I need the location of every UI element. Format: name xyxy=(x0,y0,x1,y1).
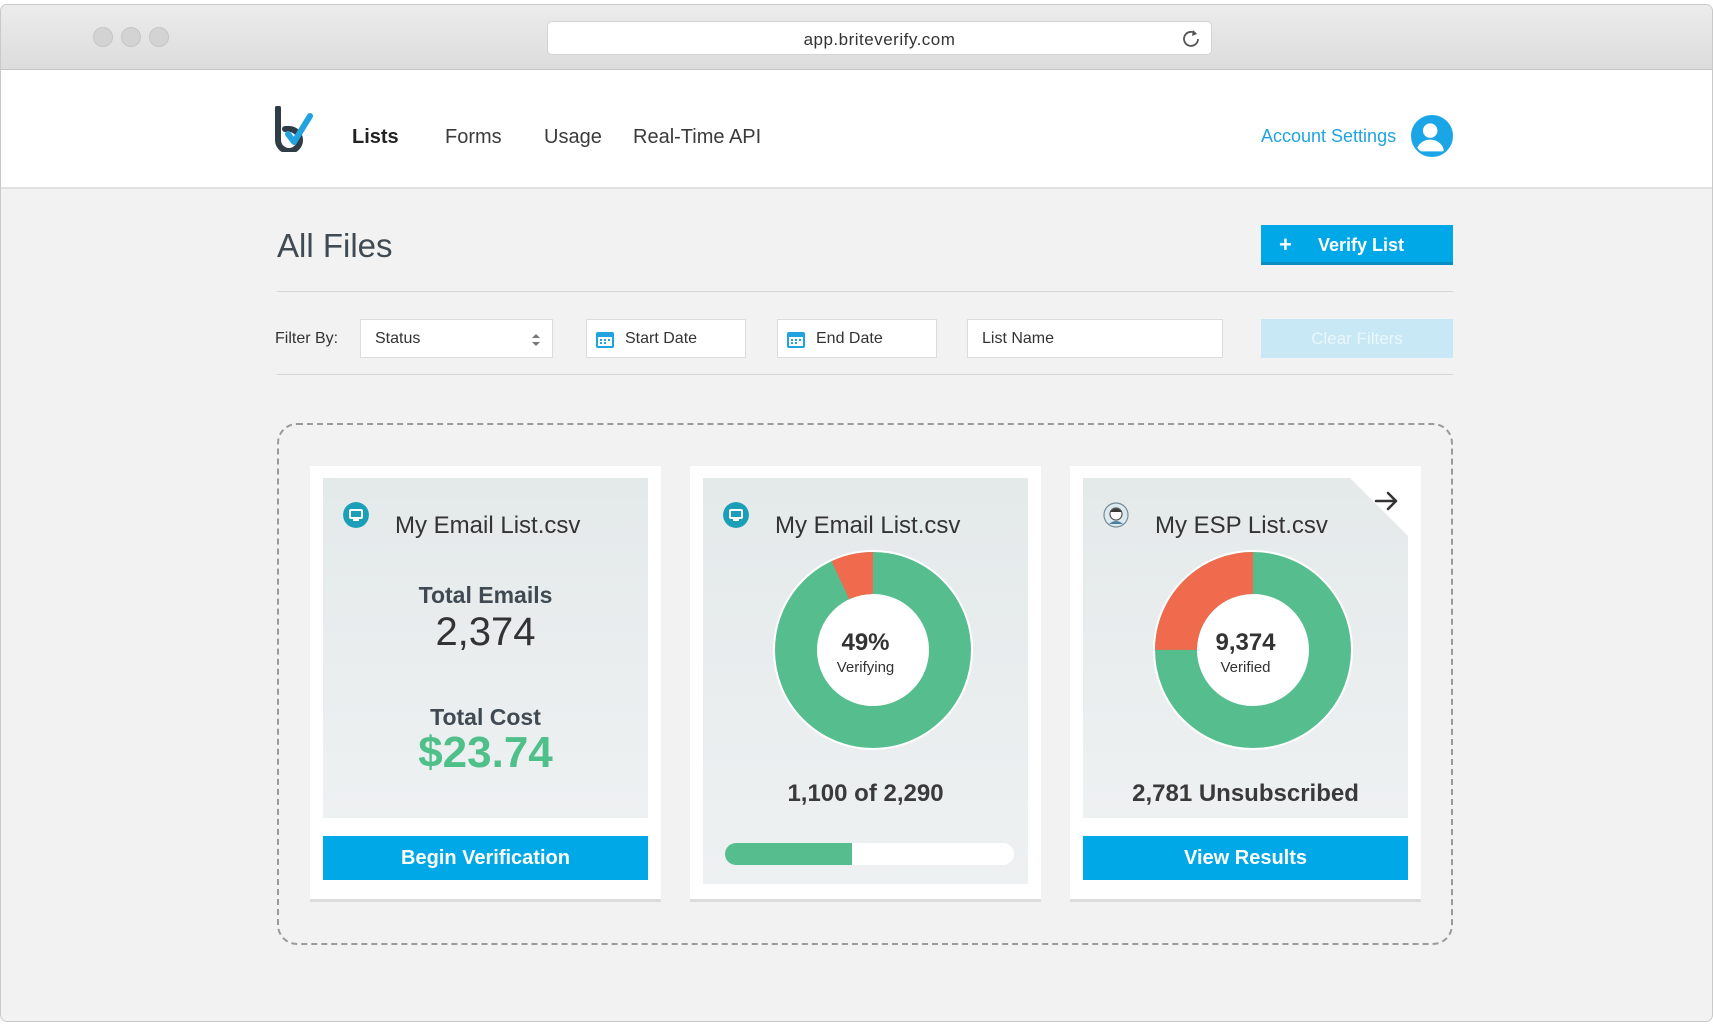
plus-icon: + xyxy=(1279,232,1292,257)
end-date-placeholder: End Date xyxy=(816,330,883,347)
page-title: All Files xyxy=(277,227,393,264)
list-card-pending: My Email List.csv Total Emails 2,374 Tot… xyxy=(310,466,661,899)
donut-remaining-segment xyxy=(775,552,971,748)
list-card-verifying: My Email List.csv 49% Verifying 1,100 of… xyxy=(690,466,1041,899)
start-date-placeholder: Start Date xyxy=(625,330,698,347)
browser-chrome: app.briteverify.com xyxy=(1,5,1712,70)
list-name-placeholder: List Name xyxy=(982,330,1055,347)
status-text: Verifying xyxy=(836,659,895,676)
status-select[interactable]: Status xyxy=(360,319,553,358)
window-minimize-dot[interactable] xyxy=(121,27,141,47)
total-emails-value: 2,374 xyxy=(435,610,536,654)
status-text: Verified xyxy=(1220,659,1271,676)
select-updown-icon xyxy=(532,334,540,346)
arrow-right-icon[interactable] xyxy=(1374,490,1400,512)
count-value: 9,374 xyxy=(1215,629,1276,656)
top-navigation: Lists Forms Usage Real-Time API Account … xyxy=(1,70,1712,189)
list-card-verified: My ESP List.csv 9,374 Verified 2,781 Uns… xyxy=(1070,466,1421,899)
nav-forms[interactable]: Forms xyxy=(445,126,502,148)
end-date-field[interactable]: End Date xyxy=(777,319,937,358)
donut-unsubscribed-segment xyxy=(1155,552,1351,748)
monitor-icon xyxy=(723,502,749,528)
divider xyxy=(277,291,1453,292)
donut-status: Verified xyxy=(1083,659,1408,677)
progress-count: 1,100 of 2,290 xyxy=(787,780,944,807)
nav-lists[interactable]: Lists xyxy=(352,126,399,148)
window-zoom-dot[interactable] xyxy=(149,27,169,47)
start-date-field[interactable]: Start Date xyxy=(586,319,746,358)
view-results-button[interactable]: View Results xyxy=(1083,836,1408,880)
total-emails-label: Total Emails xyxy=(418,582,553,608)
card-title: My Email List.csv xyxy=(775,512,961,539)
corner-fold xyxy=(1350,478,1408,536)
monitor-icon xyxy=(343,502,369,528)
briteverify-logo-icon[interactable] xyxy=(274,106,314,152)
status-select-value: Status xyxy=(375,330,421,347)
calendar-icon xyxy=(596,332,614,348)
user-avatar-icon[interactable] xyxy=(1411,115,1453,157)
card-panel: My Email List.csv 49% Verifying 1,100 of… xyxy=(703,478,1028,884)
url-text: app.briteverify.com xyxy=(803,30,956,49)
progress-fill xyxy=(725,843,853,865)
verification-progress-bar xyxy=(725,843,1014,865)
card-title: My Email List.csv xyxy=(395,512,581,539)
nav-real-time-api[interactable]: Real-Time API xyxy=(633,126,762,148)
verify-list-button[interactable]: + Verify List xyxy=(1261,225,1453,265)
unsubscribed-count: 2,781 Unsubscribed xyxy=(1132,780,1359,807)
divider xyxy=(277,374,1453,375)
browser-window: app.briteverify.com Lists Forms Usage Re… xyxy=(0,4,1713,1022)
filter-label: Filter By: xyxy=(275,330,339,347)
total-cost-label: Total Cost xyxy=(430,704,541,730)
card-panel: My Email List.csv Total Emails 2,374 Tot… xyxy=(323,478,648,818)
address-bar[interactable]: app.briteverify.com xyxy=(547,21,1212,55)
clear-filters-button[interactable]: Clear Filters xyxy=(1261,319,1453,358)
begin-verification-button[interactable]: Begin Verification xyxy=(323,836,648,880)
donut-count: 9,374 xyxy=(1083,629,1408,657)
file-drop-zone[interactable] xyxy=(277,423,1453,945)
card-title: My ESP List.csv xyxy=(1155,512,1328,539)
reload-icon[interactable] xyxy=(1181,28,1201,48)
total-cost-value: $23.74 xyxy=(418,728,553,777)
nav-usage[interactable]: Usage xyxy=(544,126,602,148)
verified-donut-chart xyxy=(1153,550,1353,750)
donut-percent: 49% xyxy=(703,629,1028,657)
verify-list-label: Verify List xyxy=(1318,235,1405,255)
calendar-icon xyxy=(787,332,805,348)
card-panel: My ESP List.csv 9,374 Verified 2,781 Uns… xyxy=(1083,478,1408,818)
esp-avatar-icon xyxy=(1103,502,1129,528)
window-close-dot[interactable] xyxy=(93,27,113,47)
donut-status: Verifying xyxy=(703,659,1028,677)
account-settings-link[interactable]: Account Settings xyxy=(1261,126,1397,146)
verifying-donut-chart xyxy=(773,550,973,750)
percent-value: 49% xyxy=(841,629,890,656)
list-name-field[interactable]: List Name xyxy=(967,319,1223,358)
